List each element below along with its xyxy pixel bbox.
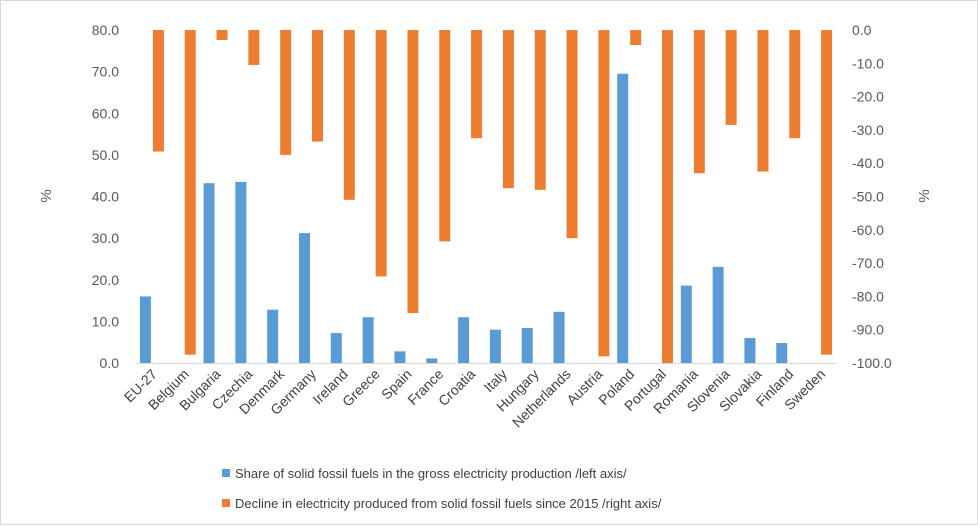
left-tick-label: 0.0 [100, 355, 120, 371]
left-tick-label: 10.0 [92, 313, 119, 329]
bar-share [139, 296, 151, 363]
bar-decline [280, 30, 292, 155]
bar-decline [789, 30, 801, 139]
category-labels: EU-27BelgiumBulgariaCzechiaDenmarkGerman… [121, 365, 829, 430]
bars [139, 30, 833, 364]
bar-share [330, 333, 342, 363]
bar-share [744, 338, 756, 363]
right-tick-label: -20.0 [852, 89, 884, 105]
left-tick-label: 20.0 [92, 272, 119, 288]
bar-decline [439, 30, 451, 242]
bar-decline [502, 30, 514, 189]
bar-share [394, 351, 406, 363]
left-tick-label: 70.0 [92, 64, 119, 80]
bar-decline [566, 30, 578, 239]
bar-decline [407, 30, 419, 314]
bar-decline [534, 30, 546, 190]
category-label: Croatia [435, 366, 478, 409]
bar-decline [343, 30, 355, 200]
bar-share [680, 285, 692, 363]
bar-decline [248, 30, 260, 65]
left-tick-label: 80.0 [92, 22, 119, 38]
bar-decline [662, 30, 673, 363]
right-tick-label: 0.0 [852, 22, 872, 38]
bar-share [203, 183, 215, 363]
right-tick-label: -80.0 [852, 288, 884, 304]
bar-decline [598, 30, 610, 357]
bar-decline [184, 30, 196, 355]
bar-decline [216, 30, 228, 40]
legend-swatch-decline [222, 499, 230, 507]
left-axis-title: % [38, 189, 55, 202]
right-tick-label: -30.0 [852, 122, 884, 138]
left-tick-label: 40.0 [92, 189, 119, 205]
bar-share [617, 73, 629, 364]
bar-decline [725, 30, 737, 125]
bar-decline [375, 30, 387, 277]
legend: Share of solid fossil fuels in the gross… [222, 466, 662, 511]
right-tick-label: -50.0 [852, 189, 884, 205]
legend-label-decline: Decline in electricity produced from sol… [235, 496, 662, 511]
bar-share [267, 309, 279, 363]
bar-decline [630, 30, 642, 45]
legend-swatch-share [222, 469, 230, 477]
bar-share [712, 266, 724, 363]
bar-share [362, 317, 374, 363]
left-tick-label: 50.0 [92, 147, 119, 163]
bar-share [299, 233, 310, 363]
left-axis-ticks: 80.0 70.0 60.0 50.0 40.0 30.0 20.0 10.0 0.0 [92, 22, 119, 371]
right-axis-ticks: 0.0 -10.0 -20.0 -30.0 -40.0 -50.0 -60.0 -70.0 -8… [852, 22, 892, 371]
bar-share [235, 181, 247, 363]
bar-decline [312, 30, 323, 142]
bar-share [776, 343, 788, 363]
bar-share [489, 329, 501, 363]
right-tick-label: -90.0 [852, 322, 884, 338]
left-tick-label: 60.0 [92, 105, 119, 121]
bar-share [521, 328, 533, 363]
bar-share [426, 358, 438, 363]
right-tick-label: -40.0 [852, 155, 884, 171]
bar-decline [471, 30, 483, 139]
bar-share [553, 311, 565, 363]
legend-label-share: Share of solid fossil fuels in the gross… [235, 466, 627, 481]
right-tick-label: -10.0 [852, 55, 884, 71]
bar-decline [757, 30, 769, 172]
bar-decline [693, 30, 705, 174]
right-tick-label: -60.0 [852, 222, 884, 238]
right-axis-title: % [916, 189, 933, 202]
bar-share [458, 317, 470, 363]
left-tick-label: 30.0 [92, 230, 119, 246]
bar-decline [821, 30, 833, 355]
right-tick-label: -100.0 [852, 355, 892, 371]
bar-decline [152, 30, 164, 152]
right-tick-label: -70.0 [852, 255, 884, 271]
